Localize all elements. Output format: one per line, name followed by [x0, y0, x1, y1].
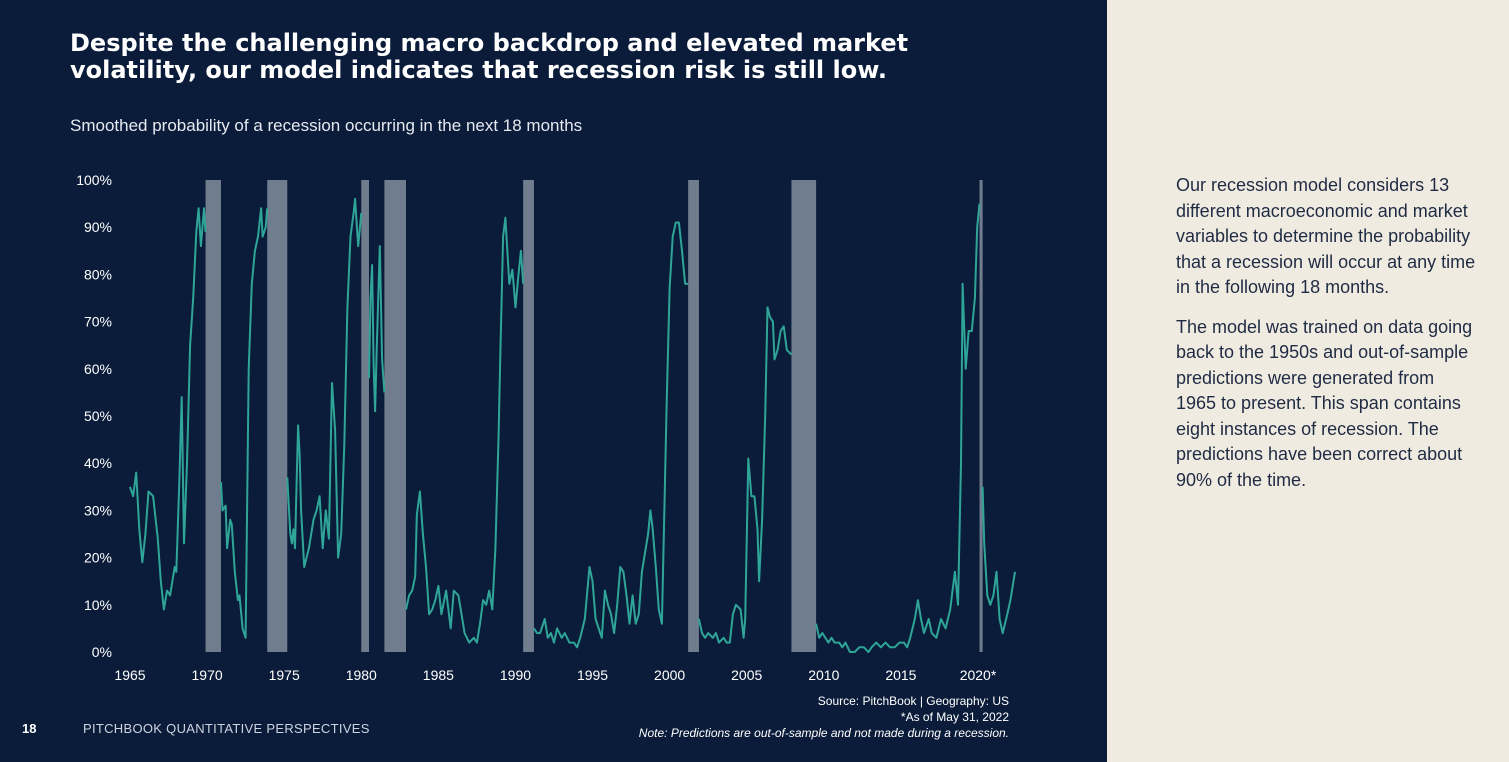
- source-line: Source: PitchBook | Geography: US: [817, 694, 1009, 708]
- side-commentary: Our recession model considers 13 differe…: [1176, 173, 1476, 507]
- note-line: Note: Predictions are out-of-sample and …: [638, 726, 1009, 740]
- probability-line-segment-7: [697, 306, 793, 644]
- side-paragraph-1: Our recession model considers 13 differe…: [1176, 175, 1476, 297]
- recession-band-3: [361, 180, 369, 652]
- page-number: 18: [22, 721, 37, 736]
- side-panel: [1107, 0, 1509, 762]
- x-tick-label: 1995: [577, 667, 608, 683]
- x-tick-label: 1985: [423, 667, 454, 683]
- x-tick-label: 1965: [114, 667, 145, 683]
- x-tick-label: 2020*: [960, 667, 997, 683]
- y-tick-label: 20%: [84, 550, 112, 566]
- side-paragraph-2: The model was trained on data going back…: [1176, 316, 1473, 490]
- asof-line: *As of May 31, 2022: [900, 710, 1009, 724]
- recession-band-5: [523, 180, 534, 652]
- x-tick-label: 2010: [808, 667, 839, 683]
- y-tick-label: 40%: [84, 455, 112, 471]
- recession-band-4: [384, 180, 406, 652]
- y-tick-label: 80%: [84, 266, 112, 282]
- recession-band-8: [979, 180, 983, 652]
- x-tick-label: 1990: [500, 667, 531, 683]
- x-tick-label: 2015: [885, 667, 916, 683]
- probability-line-segment-5: [405, 216, 525, 644]
- probability-line-segment-8: [815, 203, 981, 653]
- recession-band-2: [267, 180, 288, 652]
- x-tick-label: 1970: [192, 667, 223, 683]
- y-tick-label: 70%: [84, 314, 112, 330]
- page-title: Despite the challenging macro backdrop a…: [70, 29, 909, 84]
- recession-band-7: [791, 180, 817, 652]
- probability-line-segment-9: [981, 486, 1016, 635]
- probability-line-segment-1: [129, 207, 207, 611]
- x-tick-label: 2000: [654, 667, 685, 683]
- recession-probability-chart: 0% 10% 20% 30% 40% 50% 60% 70% 80% 90% 100% 1965 197…: [76, 172, 1016, 683]
- y-tick-label: 90%: [84, 219, 112, 235]
- publication-name: PITCHBOOK QUANTITATIVE PERSPECTIVES: [83, 721, 370, 736]
- x-tick-label: 2005: [731, 667, 762, 683]
- y-tick-label: 60%: [84, 361, 112, 377]
- probability-line-segment-2: [220, 207, 269, 639]
- probability-line-segment-4: [368, 245, 386, 413]
- x-tick-label: 1980: [346, 667, 377, 683]
- recession-band-6: [688, 180, 699, 652]
- recession-band-1: [205, 180, 221, 652]
- x-tick-label: 1975: [269, 667, 300, 683]
- y-tick-label: 0%: [92, 644, 112, 660]
- probability-line-segment-3: [286, 197, 363, 568]
- y-tick-label: 10%: [84, 597, 112, 613]
- chart-subtitle: Smoothed probability of a recession occu…: [70, 116, 583, 135]
- y-tick-label: 50%: [84, 408, 112, 424]
- source-notes: Source: PitchBook | Geography: US *As of…: [639, 693, 1009, 741]
- y-tick-label: 100%: [76, 172, 112, 188]
- probability-line-segment-6: [533, 221, 689, 649]
- chart-panel: [0, 0, 1107, 762]
- y-tick-label: 30%: [84, 502, 112, 518]
